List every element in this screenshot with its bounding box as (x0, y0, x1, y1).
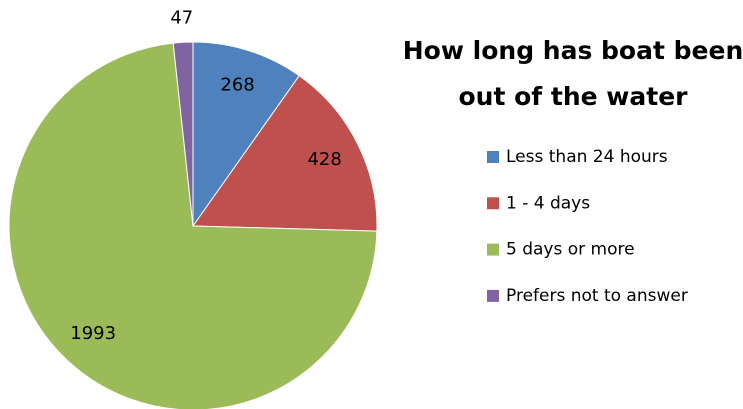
legend-label: Prefers not to answer (506, 286, 688, 306)
legend-swatch (487, 289, 499, 302)
pie-slice (192, 75, 378, 232)
legend-swatch (487, 151, 499, 163)
data-label: 428 (307, 149, 341, 170)
legend-label: Less than 24 hours (506, 147, 668, 167)
data-label: 1993 (70, 323, 116, 344)
legend-swatch (487, 243, 499, 256)
legend-label: 5 days or more (506, 240, 635, 260)
pie-slice (192, 41, 300, 228)
legend-label: 1 - 4 days (506, 193, 590, 213)
data-label: 47 (170, 7, 193, 28)
legend-swatch (487, 197, 499, 210)
pie-slice (172, 41, 194, 227)
chart-title-line: How long has boat been (403, 36, 743, 65)
data-label: 268 (220, 75, 254, 96)
pie-slice (8, 42, 378, 409)
chart-title-line: out of the water (459, 82, 689, 111)
chart-title: How long has boat been out of the water (403, 36, 743, 111)
